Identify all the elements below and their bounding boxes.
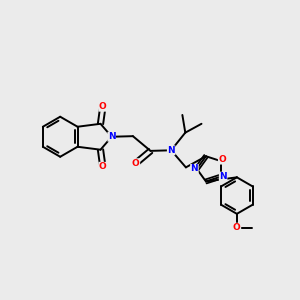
Text: N: N (190, 164, 198, 173)
Text: N: N (108, 132, 116, 141)
Text: N: N (167, 146, 175, 155)
Text: O: O (233, 223, 241, 232)
Text: N: N (219, 172, 227, 181)
Text: O: O (132, 159, 140, 168)
Text: O: O (218, 155, 226, 164)
Text: O: O (99, 102, 107, 111)
Text: O: O (99, 162, 107, 171)
